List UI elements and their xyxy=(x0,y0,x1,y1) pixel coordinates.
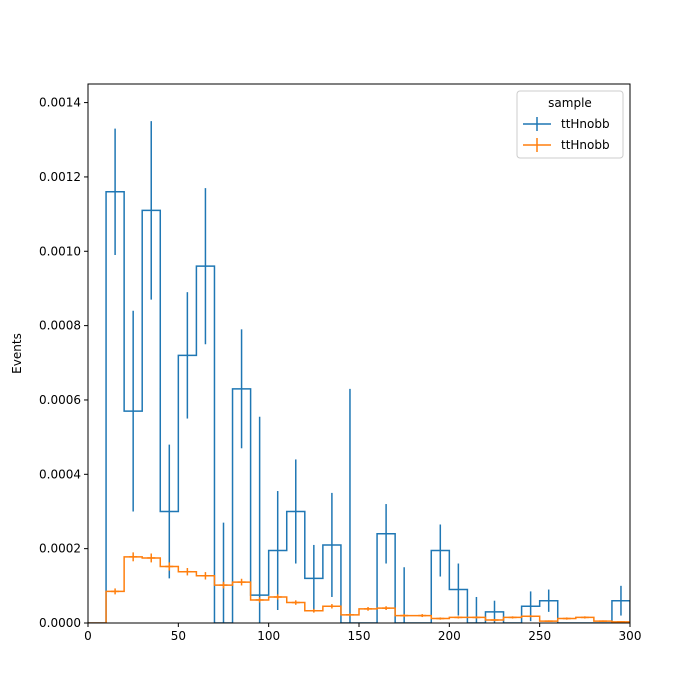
legend: sample ttHnobb ttHnobb xyxy=(516,90,624,159)
x-tick-label: 300 xyxy=(619,629,642,643)
x-tick-label: 250 xyxy=(528,629,551,643)
legend-label: ttHnobb xyxy=(561,138,610,152)
y-axis: 0.0000 0.0002 0.0004 0.0006 0.0008 0.0010 0.00… xyxy=(39,96,88,630)
legend-entry: ttHnobb xyxy=(523,117,610,131)
y-tick-label: 0.0014 xyxy=(39,96,81,110)
x-tick-label: 150 xyxy=(348,629,371,643)
series-1 xyxy=(88,121,630,623)
y-tick-label: 0.0000 xyxy=(39,616,81,630)
series-1-step-line xyxy=(88,191,630,623)
x-tick-label: 200 xyxy=(438,629,461,643)
y-axis-label: Events xyxy=(10,333,24,374)
y-tick-label: 0.0002 xyxy=(39,542,81,556)
y-tick-label: 0.0004 xyxy=(39,467,81,481)
series-layer xyxy=(88,121,630,623)
x-tick-label: 100 xyxy=(257,629,280,643)
x-tick-label: 0 xyxy=(84,629,92,643)
legend-label: ttHnobb xyxy=(561,117,610,131)
legend-entries: ttHnobb ttHnobb xyxy=(523,117,610,152)
x-tick-label: 50 xyxy=(171,629,186,643)
series-2 xyxy=(88,552,630,623)
legend-title: sample xyxy=(548,96,592,110)
legend-box xyxy=(516,90,624,159)
x-axis: 0 50 100 150 200 250 300 xyxy=(84,623,641,643)
y-tick-label: 0.0012 xyxy=(39,170,81,184)
y-tick-label: 0.0008 xyxy=(39,319,81,333)
y-tick-label: 0.0010 xyxy=(39,244,81,258)
y-tick-label: 0.0006 xyxy=(39,393,81,407)
legend-entry: ttHnobb xyxy=(523,138,610,152)
